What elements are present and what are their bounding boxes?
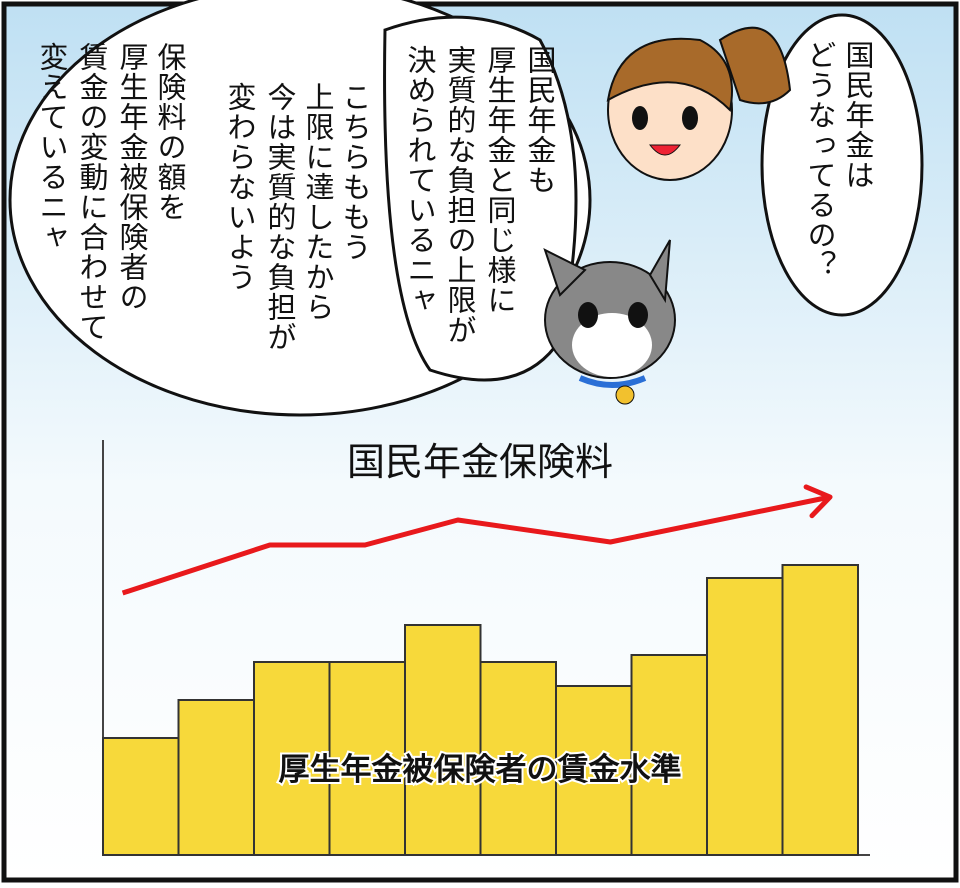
bar [404,624,482,856]
girl-illustration [606,26,792,181]
speech-text: 上限に達したから [301,82,335,322]
speech-text: 変わらないよう [223,82,257,292]
bar [479,661,557,856]
speech-text: 保険料の額を [153,42,187,222]
speech-text: どうなってるの？ [803,40,837,280]
bar [555,685,633,856]
speech-text: こちらももう [338,82,372,262]
speech-text: 厚生年金と同じ様に [483,45,517,315]
speech-text: 今は実質的な負担が [263,82,297,352]
bar [706,577,784,856]
cat-illustration [543,239,676,405]
bar [177,699,255,856]
speech-text: 国民年金も [523,45,557,195]
series-label: 国民年金保険料 [347,440,613,484]
speech-text: 実質的な負担の上限が [443,45,477,345]
trend-line [121,494,831,596]
speech-text: 国民年金は [841,40,875,190]
bar [328,661,406,856]
speech-text: 変えているニャ [35,42,69,252]
series-label: 厚生年金被保険者の賃金水準 [279,752,682,788]
bar [102,737,180,856]
arrow-head [803,484,833,519]
speech-text: 賃金の変動に合わせて [75,42,109,342]
speech-text: 決められているニャ [403,45,437,315]
bar [253,661,331,856]
bar [781,564,859,856]
speech-bubble [760,13,924,317]
bar [630,654,708,856]
speech-text: 厚生年金被保険者の [115,42,149,312]
